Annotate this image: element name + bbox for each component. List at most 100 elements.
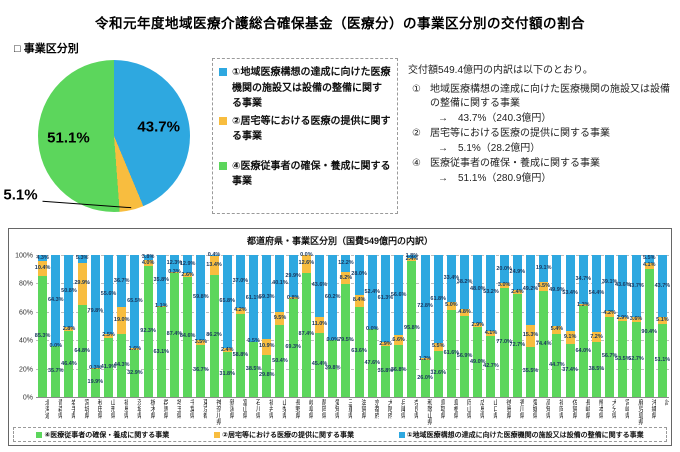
x-axis-label: 計: [662, 399, 669, 406]
bar-segment: [196, 255, 206, 340]
bar-segment: [591, 342, 601, 397]
bar-segment: [446, 302, 456, 310]
bar-segment: [460, 316, 470, 397]
bar-segment: [539, 291, 549, 397]
bar-segment: [618, 321, 628, 397]
bar-segment: [301, 272, 311, 397]
bar-segment: [328, 340, 338, 397]
x-axis-label: 秋田県: [95, 399, 102, 419]
gridline: 100%: [15, 253, 669, 260]
x-axis-label: 新潟県: [227, 399, 234, 419]
bar-column: 77.0% 3.0% 20.0%: [496, 255, 512, 397]
bar-segment: [539, 282, 549, 292]
bar-segment: [262, 339, 272, 355]
x-axis-label: 群馬県: [161, 399, 168, 419]
bar-column: 44.3% 19.0% 36.7%: [114, 255, 130, 397]
bar-segment: [262, 255, 272, 340]
bar-segment: [631, 317, 641, 323]
bar-segment: [460, 255, 470, 310]
bar-segment: [183, 276, 193, 397]
bar-segment: [367, 329, 377, 397]
x-axis-label: 石川県: [254, 399, 261, 419]
breakdown-item-result: → 51.1%（280.9億円）: [438, 172, 552, 184]
y-axis-tick: 40%: [18, 337, 33, 345]
bar-column: 58.8% 4.2% 37.0%: [233, 255, 248, 397]
bar-segment: [512, 255, 522, 291]
legend-label: ①地域医療構想の達成に向けた医療機関の施設又は設備の整備に関する事業: [232, 67, 391, 109]
bar-segment: [618, 255, 628, 317]
bar-segment: [301, 255, 311, 273]
bar-segment: [394, 335, 404, 345]
pie-circle: [38, 60, 190, 212]
bar-column: 38.5% 0.5% 61.1%: [246, 255, 261, 397]
bar-chart-legend-item: ④医療従事者の確保・養成に関する事業: [36, 430, 169, 440]
x-axis-label: 福島県: [122, 399, 129, 419]
bar-segment: [196, 339, 206, 345]
bar-segment: [433, 350, 443, 397]
pie-chart: 43.7% 5.1% 51.1%: [3, 56, 222, 224]
bar-segment: [169, 272, 179, 397]
bar-segment: [117, 255, 127, 308]
x-axis-label: 愛媛県: [531, 399, 538, 419]
pie-slice-label: 51.1%: [47, 129, 90, 147]
bar-segment: [657, 324, 667, 397]
bar-segment: [420, 255, 430, 359]
y-axis-tick: 0%: [22, 394, 33, 402]
page-title: 令和元年度地域医療介護総合確保基金（医療分）の事業区分別の交付額の割合: [95, 16, 585, 31]
bar-segment: [578, 255, 588, 305]
bar-segment: [367, 255, 377, 330]
x-axis-label: 東京都: [201, 399, 208, 419]
bar-segment: [499, 283, 509, 288]
x-axis-label: 滋賀県: [359, 399, 366, 419]
bar-segment: [526, 255, 536, 325]
x-axis-label: 兵庫県: [399, 399, 406, 419]
x-axis-label: 佐賀県: [570, 399, 577, 419]
bar-segment: [196, 344, 206, 397]
breakdown-item-result: → 43.7%（240.3億円）: [438, 112, 552, 124]
bar-column: 26.0% 1.2% 72.8%: [417, 255, 433, 397]
bar-segment: [433, 342, 443, 351]
legend-label: ①地域医療構想の達成に向けた医療機関の施設又は設備の整備に関する事業: [406, 431, 644, 439]
x-axis-label: 山口県: [491, 399, 498, 419]
x-axis-label: 山梨県: [280, 399, 287, 419]
bar-column: 35.7% 0.0% 64.3%: [48, 255, 64, 397]
breakdown-intro: 交付額549.4億円の内訳は以下のとおり。: [408, 65, 593, 76]
y-axis-tick: 100%: [15, 252, 33, 260]
bar-segment: [249, 342, 259, 397]
x-axis-label: 静岡県: [320, 399, 327, 419]
pie-legend-item: ②居宅等における医療の提供に関する事業: [219, 114, 391, 145]
x-axis-label: 千葉県: [188, 399, 195, 419]
bar-segment: [64, 327, 74, 332]
bar-chart-legend-item: ②居宅等における医療の提供に関する事業: [214, 430, 354, 440]
bar-segment: [51, 346, 61, 397]
bar-segment: [552, 325, 562, 334]
bar-column: 47.6% 0.0% 52.4%: [364, 255, 380, 397]
bar-segment: [394, 344, 404, 397]
bar-segment: [104, 255, 114, 334]
bar-segment: [104, 337, 114, 397]
bar-segment: [486, 336, 496, 397]
bar-column: 63.6% 8.4% 28.0%: [351, 255, 367, 397]
bar-segment: [565, 255, 575, 331]
bar-segment: [156, 305, 166, 308]
bar-segment: [130, 255, 140, 349]
bar-segment: [209, 255, 219, 275]
legend-swatch-icon: [398, 431, 405, 438]
bar-column: 32.6% 5.5% 61.8%: [430, 255, 446, 397]
gridline: 60%: [19, 309, 669, 316]
x-axis-label: 大阪府: [385, 399, 392, 419]
bar-segment: [117, 307, 127, 335]
bar-segment: [249, 341, 259, 343]
x-axis-label: 大分県: [610, 399, 617, 419]
x-axis-label: 福井県: [267, 399, 274, 419]
bar-column: 46.4% 2.8% 50.8%: [61, 255, 77, 397]
bar-column: 86.2% 13.4% 0.4%: [206, 252, 222, 397]
x-axis-label: 和歌山県: [425, 399, 432, 425]
bar-segment: [222, 255, 232, 349]
bar-segment: [315, 255, 325, 317]
bar-column: 29.8% 10.9% 59.3%: [259, 255, 275, 397]
breakdown-item-number: ②: [412, 128, 421, 139]
bar-segment: [183, 273, 193, 277]
bar-segment: [209, 255, 219, 256]
